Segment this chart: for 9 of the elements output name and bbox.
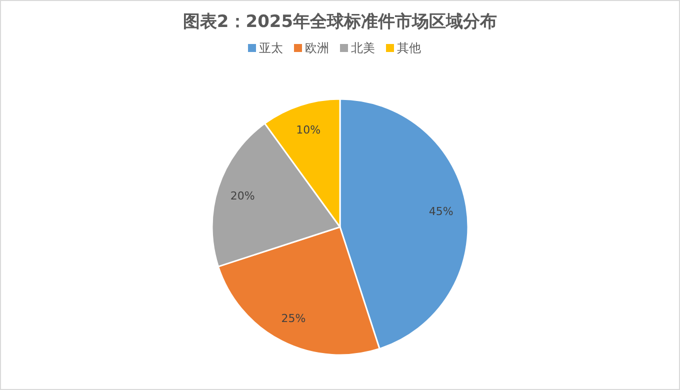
legend-label: 亚太: [259, 41, 283, 55]
data-label: 45%: [428, 204, 454, 218]
legend-label: 欧洲: [305, 41, 329, 55]
data-label: 10%: [296, 124, 321, 137]
legend-label: 其他: [397, 41, 421, 55]
chart-title: 图表2：2025年全球标准件市场区域分布: [182, 12, 498, 32]
data-label: 25%: [281, 312, 306, 326]
legend-label: 北美: [351, 41, 375, 55]
data-label: 20%: [230, 189, 255, 202]
